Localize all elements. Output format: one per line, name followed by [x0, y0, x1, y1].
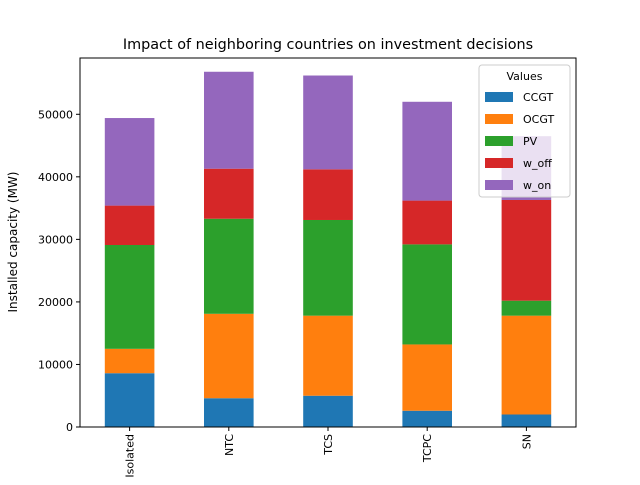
legend-label-OCGT: OCGT — [523, 113, 554, 126]
bar-w_on-Isolated — [104, 118, 155, 206]
y-tick-label: 40000 — [38, 171, 73, 184]
legend-swatch-PV — [485, 136, 513, 146]
x-tick-label: NTC — [223, 434, 236, 456]
bar-w_off-SN — [501, 199, 552, 301]
bar-PV-SN — [501, 300, 552, 316]
bar-w_off-TCPC — [402, 200, 452, 245]
bar-CCGT-SN — [501, 414, 552, 427]
legend-box — [478, 64, 571, 198]
bar-CCGT-TCS — [303, 395, 353, 427]
legend-swatch-w_on — [485, 180, 513, 190]
y-tick-label: 50000 — [38, 108, 73, 121]
bar-OCGT-SN — [501, 315, 552, 415]
bars-layer — [104, 71, 552, 427]
bar-OCGT-Isolated — [104, 348, 155, 374]
chart-title: Impact of neighboring countries on inves… — [123, 37, 533, 53]
bar-OCGT-NTC — [204, 313, 254, 399]
x-axis: Isolated NTC TCS TCPC SN — [124, 427, 533, 478]
bar-PV-TCPC — [402, 244, 452, 345]
bar-w_on-TCS — [303, 75, 353, 170]
legend-swatch-w_off — [485, 158, 513, 168]
legend-swatch-OCGT — [485, 114, 513, 124]
bar-CCGT-NTC — [204, 398, 254, 427]
y-tick-label: 30000 — [38, 233, 73, 246]
bar-w_off-NTC — [204, 168, 254, 219]
legend-label-PV: PV — [523, 135, 538, 148]
y-tick-label: 20000 — [38, 296, 73, 309]
bar-w_on-NTC — [204, 71, 254, 169]
y-axis: 0 10000 20000 30000 40000 50000 — [38, 108, 80, 434]
bar-OCGT-TCS — [303, 315, 353, 396]
bar-PV-TCS — [303, 219, 353, 316]
bar-w_on-TCPC — [402, 101, 452, 201]
legend-label-CCGT: CCGT — [523, 91, 553, 104]
y-axis-label: Installed capacity (MW) — [6, 172, 20, 313]
bar-w_off-TCS — [303, 169, 353, 220]
legend-label-w_on: w_on — [523, 179, 551, 192]
x-tick-label: Isolated — [124, 434, 137, 478]
bar-PV-Isolated — [104, 245, 155, 349]
x-tick-label: TCS — [322, 434, 335, 456]
bar-OCGT-TCPC — [402, 344, 452, 411]
bar-PV-NTC — [204, 218, 254, 314]
bar-w_off-Isolated — [104, 205, 155, 246]
y-tick-label: 10000 — [38, 358, 73, 371]
legend-title: Values — [507, 70, 543, 83]
x-tick-label: TCPC — [421, 434, 434, 463]
bar-CCGT-Isolated — [104, 373, 155, 427]
y-tick-label: 0 — [66, 421, 73, 434]
x-tick-label: SN — [520, 434, 533, 449]
legend-label-w_off: w_off — [523, 157, 552, 170]
legend-swatch-CCGT — [485, 92, 513, 102]
legend: Values CCGT OCGT PV w_off w_on — [478, 64, 571, 198]
bar-CCGT-TCPC — [402, 410, 452, 427]
